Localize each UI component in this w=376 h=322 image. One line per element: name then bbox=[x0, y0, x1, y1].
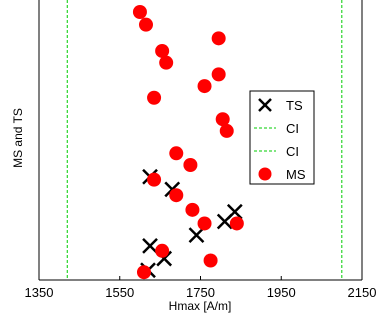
ts-point bbox=[188, 227, 205, 244]
ms-point bbox=[197, 216, 212, 231]
ms-point bbox=[147, 172, 162, 187]
ms-point bbox=[185, 202, 200, 217]
legend-label: CI bbox=[286, 144, 299, 159]
x-tick-label: 1350 bbox=[25, 285, 54, 300]
ms-point bbox=[219, 123, 234, 138]
ts-point bbox=[142, 238, 158, 254]
legend-label: TS bbox=[286, 98, 303, 113]
ms-point bbox=[159, 55, 174, 70]
legend: TS CI CI MS bbox=[249, 90, 315, 185]
data-markers bbox=[132, 5, 244, 280]
x-tick-label: 1950 bbox=[267, 285, 296, 300]
ms-point bbox=[138, 17, 153, 32]
ms-point bbox=[147, 90, 162, 105]
ms-point bbox=[183, 158, 198, 173]
ms-point bbox=[155, 43, 170, 58]
ms-point bbox=[136, 265, 151, 280]
ts-point bbox=[226, 203, 243, 220]
x-tick-label: 2150 bbox=[348, 285, 376, 300]
x-tick-label: 1750 bbox=[186, 285, 215, 300]
ms-point bbox=[203, 253, 218, 268]
legend-box bbox=[249, 90, 315, 185]
ms-point bbox=[211, 31, 226, 46]
ms-point bbox=[229, 216, 244, 231]
ms-point bbox=[132, 5, 147, 19]
ms-point bbox=[169, 188, 184, 203]
ci-lines bbox=[66, 0, 343, 280]
ms-point bbox=[197, 79, 212, 94]
legend-ms-symbol bbox=[258, 167, 272, 181]
legend-label: MS bbox=[286, 167, 306, 182]
legend-label: CI bbox=[286, 121, 299, 136]
ms-point bbox=[211, 67, 226, 82]
ms-point bbox=[215, 112, 230, 127]
x-ticks: 1350 1550 1750 1950 2150 bbox=[25, 276, 376, 300]
x-tick-label: 1550 bbox=[105, 285, 134, 300]
legend-ts-symbol bbox=[258, 98, 272, 112]
ms-point bbox=[155, 243, 170, 258]
ms-point bbox=[169, 146, 184, 161]
y-axis-label: MS and TS bbox=[11, 108, 25, 168]
x-axis-label: Hmax [A/m] bbox=[169, 299, 232, 313]
